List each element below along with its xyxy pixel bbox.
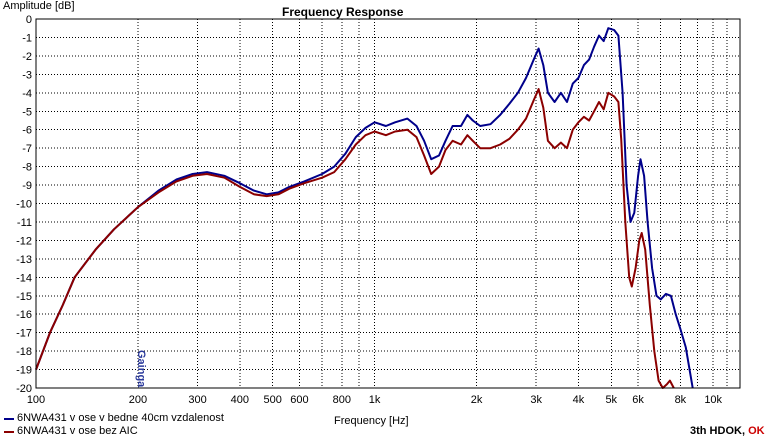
y-axis-label: Amplitude [dB] bbox=[3, 0, 75, 12]
y-tick-label: -5 bbox=[22, 106, 32, 118]
y-tick-label: -11 bbox=[17, 217, 32, 229]
brand-prefix: 3th HDOK, bbox=[690, 425, 745, 437]
x-tick-label: 5k bbox=[605, 394, 617, 406]
x-tick-label: 6k bbox=[632, 394, 644, 406]
y-tick-label: -10 bbox=[16, 199, 32, 211]
brand-suffix: OK bbox=[748, 425, 765, 437]
series-line-1 bbox=[35, 88, 675, 389]
y-tick-label: -9 bbox=[22, 180, 32, 192]
legend-label-1: 6NWA431 v ose bez AIC bbox=[17, 425, 138, 437]
watermark-text: Gainga bbox=[135, 350, 147, 388]
y-tick-label: -6 bbox=[22, 125, 32, 137]
y-tick-label: -2 bbox=[22, 51, 32, 63]
legend-label-0: 6NWA431 v ose v bedne 40cm vzdalenost bbox=[17, 412, 224, 424]
x-tick-label: 3k bbox=[530, 394, 542, 406]
x-tick-label: 2k bbox=[471, 394, 483, 406]
y-tick-label: 0 bbox=[26, 14, 32, 26]
legend-swatch-1 bbox=[4, 430, 14, 433]
y-tick-label: -1 bbox=[22, 32, 32, 44]
y-tick-labels: 0 -1 -2 -3 -4 -5 -6 -7 -8 -9 -10 -11 -12 -13 -14 -15 -16… bbox=[16, 14, 32, 395]
x-tick-label: 600 bbox=[290, 394, 308, 406]
y-tick-label: -4 bbox=[22, 88, 32, 100]
legend: 6NWA431 v ose v bedne 40cm vzdalenost 6N… bbox=[4, 412, 224, 438]
y-tick-label: -18 bbox=[16, 346, 32, 358]
legend-item-0: 6NWA431 v ose v bedne 40cm vzdalenost bbox=[4, 412, 224, 425]
brand-text: 3th HDOK, OK bbox=[690, 425, 765, 437]
y-tick-label: -16 bbox=[16, 309, 32, 321]
x-tick-label: 300 bbox=[188, 394, 206, 406]
x-tick-label: 100 bbox=[27, 394, 45, 406]
y-tick-label: -8 bbox=[22, 162, 32, 174]
y-tick-label: -20 bbox=[16, 383, 32, 395]
y-tick-label: -15 bbox=[16, 291, 32, 303]
series-line-0 bbox=[35, 27, 694, 389]
legend-item-1: 6NWA431 v ose bez AIC bbox=[4, 425, 224, 438]
x-tick-label: 500 bbox=[263, 394, 281, 406]
y-tick-label: -14 bbox=[16, 272, 32, 284]
y-tick-label: -7 bbox=[22, 143, 32, 155]
x-tick-label: 400 bbox=[231, 394, 249, 406]
x-tick-label: 8k bbox=[675, 394, 687, 406]
y-tick-label: -19 bbox=[16, 365, 32, 377]
x-tick-label: 800 bbox=[333, 394, 351, 406]
y-tick-label: -12 bbox=[16, 235, 32, 247]
y-tick-label: -3 bbox=[22, 69, 32, 81]
y-tick-label: -17 bbox=[16, 328, 32, 340]
legend-swatch-0 bbox=[4, 417, 14, 420]
x-tick-label: 4k bbox=[573, 394, 585, 406]
x-axis-label: Frequency [Hz] bbox=[334, 415, 409, 427]
x-tick-label: 1k bbox=[369, 394, 381, 406]
series-lines bbox=[35, 27, 694, 389]
y-tick-label: -13 bbox=[16, 254, 32, 266]
x-tick-label: 10k bbox=[704, 394, 722, 406]
x-tick-label: 200 bbox=[129, 394, 147, 406]
x-tick-labels: 100 200 300 400 500 600 800 1k 2k 3k 4k 5k 6k 8k 10k bbox=[27, 394, 723, 406]
chart-title: Frequency Response bbox=[282, 5, 404, 19]
plot-frame bbox=[35, 18, 741, 389]
